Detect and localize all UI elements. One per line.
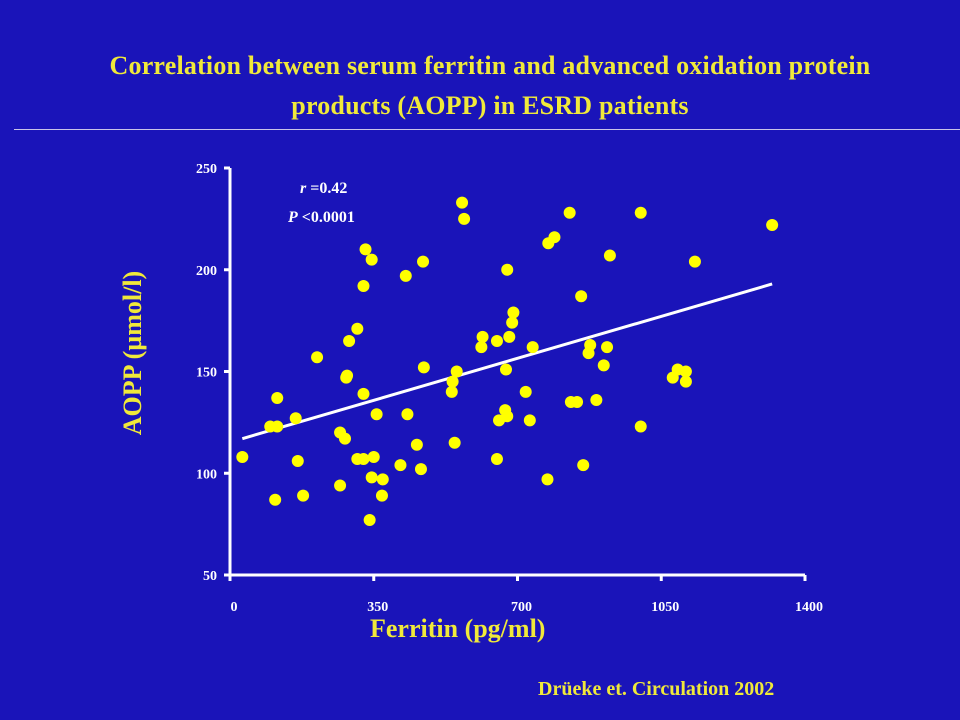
data-point — [634, 206, 647, 219]
data-point — [399, 269, 412, 282]
data-point — [503, 330, 516, 343]
data-point — [475, 341, 488, 354]
y-axis-label: AOPP (µmol/l) — [118, 270, 147, 436]
data-point — [448, 436, 461, 449]
data-point — [597, 359, 610, 372]
x-tick-label: 0 — [231, 600, 238, 615]
data-point — [490, 453, 503, 466]
data-point — [357, 453, 370, 466]
data-point — [401, 408, 414, 421]
data-point — [289, 412, 302, 425]
data-point — [519, 385, 532, 398]
data-point — [507, 306, 520, 319]
data-point — [271, 391, 284, 404]
data-point — [269, 493, 282, 506]
data-point — [563, 206, 576, 219]
y-tick-label: 150 — [196, 366, 217, 381]
r-symbol: r — [300, 180, 307, 197]
y-tick-label: 50 — [203, 569, 217, 584]
data-point — [357, 387, 370, 400]
data-point — [541, 473, 554, 486]
data-point — [476, 330, 489, 343]
data-point — [548, 231, 561, 244]
chart-title: Correlation between serum ferritin and a… — [20, 46, 960, 126]
data-point — [365, 471, 378, 484]
data-point — [490, 334, 503, 347]
correlation-coefficient: r =0.42 — [300, 180, 347, 198]
chart-title-line-2: products (AOPP) in ESRD patients — [291, 91, 689, 120]
data-point — [577, 459, 590, 472]
data-point — [343, 334, 356, 347]
data-point — [445, 385, 458, 398]
data-point — [375, 489, 388, 502]
data-point — [359, 243, 372, 256]
data-point — [456, 196, 469, 209]
x-axis-label: Ferritin (pg/ml) — [370, 614, 546, 643]
data-point — [679, 375, 692, 388]
y-tick-label: 100 — [196, 467, 217, 482]
data-point — [634, 420, 647, 433]
data-point — [271, 420, 284, 433]
data-point — [417, 255, 430, 268]
r-value: =0.42 — [306, 180, 348, 197]
data-point — [458, 212, 471, 225]
data-point — [341, 369, 354, 382]
data-point — [417, 361, 430, 374]
y-tick-label: 250 — [196, 162, 217, 177]
data-point — [575, 290, 588, 303]
data-point — [584, 339, 597, 352]
data-point — [370, 408, 383, 421]
data-point — [501, 410, 514, 423]
data-point — [450, 365, 463, 378]
data-point — [571, 396, 584, 409]
data-point — [334, 479, 347, 492]
data-point — [679, 365, 692, 378]
data-point — [410, 438, 423, 451]
data-point — [339, 432, 351, 445]
data-point — [446, 375, 459, 388]
y-tick-label: 200 — [196, 264, 217, 279]
data-point — [500, 363, 512, 376]
data-point — [688, 255, 701, 268]
data-point — [363, 514, 376, 527]
data-point — [603, 249, 616, 262]
data-point — [766, 218, 779, 231]
data-point — [501, 263, 514, 276]
x-tick-label: 350 — [367, 600, 388, 615]
x-tick-label: 1050 — [651, 600, 679, 615]
p-value: <0.0001 — [297, 209, 355, 226]
data-point — [590, 393, 603, 406]
data-point — [523, 414, 536, 427]
data-point — [311, 351, 324, 364]
p-symbol: P — [288, 209, 298, 226]
data-point — [236, 450, 249, 463]
data-point — [506, 316, 519, 329]
data-point — [291, 455, 304, 468]
data-point — [351, 322, 364, 335]
data-point — [297, 489, 310, 502]
p-value-label: P <0.0001 — [288, 209, 355, 227]
data-point — [365, 253, 378, 266]
chart-title-line-1: Correlation between serum ferritin and a… — [109, 51, 871, 80]
data-point — [367, 450, 380, 463]
data-point — [414, 463, 427, 476]
data-point — [526, 341, 539, 354]
data-point — [394, 459, 407, 472]
data-point — [601, 341, 614, 354]
data-point — [376, 473, 389, 486]
x-tick-label: 1400 — [795, 600, 823, 615]
regression-line — [241, 282, 773, 441]
data-point — [357, 280, 370, 293]
citation: Drüeke et. Circulation 2002 — [538, 678, 775, 700]
title-divider — [14, 129, 960, 130]
x-tick-label: 700 — [511, 600, 532, 615]
